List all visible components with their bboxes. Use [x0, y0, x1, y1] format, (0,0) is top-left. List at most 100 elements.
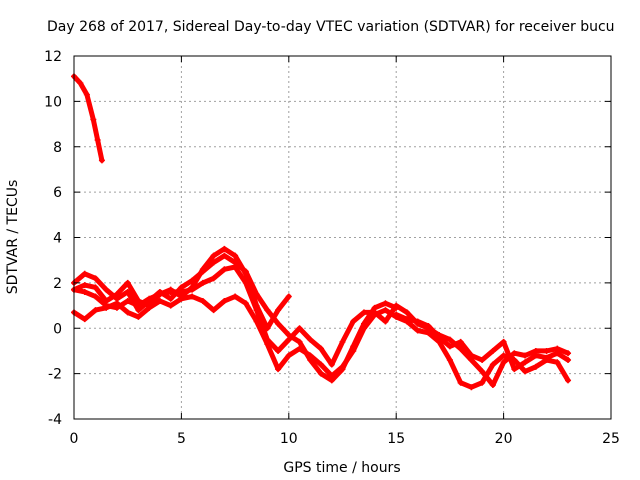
data-point — [565, 377, 572, 384]
data-point — [532, 352, 539, 359]
data-point — [124, 279, 131, 286]
data-point — [81, 270, 88, 277]
data-point — [500, 352, 507, 359]
y-tick-label: 8 — [53, 140, 62, 156]
data-point — [393, 311, 400, 318]
data-point — [81, 288, 88, 295]
data-point — [94, 136, 101, 143]
data-point — [307, 336, 314, 343]
data-point — [103, 286, 110, 293]
data-point — [113, 300, 120, 307]
data-point — [489, 381, 496, 388]
data-point — [92, 275, 99, 282]
x-tick-label: 10 — [280, 431, 298, 447]
data-point — [242, 279, 249, 286]
data-point — [414, 318, 421, 325]
data-point — [522, 359, 529, 366]
data-point — [382, 318, 389, 325]
data-point — [189, 286, 196, 293]
data-point — [565, 350, 572, 357]
data-point — [339, 338, 346, 345]
grid-layer — [74, 56, 611, 419]
data-point — [446, 343, 453, 350]
data-point — [135, 313, 142, 320]
data-point — [221, 252, 228, 259]
y-tick-label: 10 — [44, 94, 62, 110]
data-point — [479, 357, 486, 364]
data-point — [457, 345, 464, 352]
data-point — [296, 338, 303, 345]
x-tick-label: 25 — [602, 431, 620, 447]
data-point — [81, 316, 88, 323]
x-tick-label: 20 — [495, 431, 513, 447]
x-tick-label: 5 — [177, 431, 186, 447]
data-point — [146, 304, 153, 311]
data-point — [532, 363, 539, 370]
data-point — [403, 309, 410, 316]
data-point — [189, 277, 196, 284]
data-point — [285, 352, 292, 359]
data-point — [232, 293, 239, 300]
x-tick-label: 15 — [387, 431, 405, 447]
data-point — [232, 263, 239, 270]
data-point — [92, 284, 99, 291]
data-point — [457, 379, 464, 386]
data-point — [457, 338, 464, 345]
y-tick-label: 4 — [53, 231, 62, 247]
data-point — [543, 354, 550, 361]
y-tick-label: 6 — [53, 185, 62, 201]
data-point — [146, 295, 153, 302]
data-point — [92, 307, 99, 314]
data-point — [360, 325, 367, 332]
data-point — [350, 318, 357, 325]
data-point — [554, 359, 561, 366]
data-point — [242, 268, 249, 275]
y-tick-label: 12 — [44, 49, 62, 65]
y-tick-label: 0 — [53, 321, 62, 337]
data-point — [275, 366, 282, 373]
data-point — [382, 307, 389, 314]
data-point — [479, 368, 486, 375]
data-point — [210, 275, 217, 282]
data-point — [328, 372, 335, 379]
data-point — [210, 307, 217, 314]
data-point — [371, 311, 378, 318]
data-point — [103, 304, 110, 311]
data-point — [446, 336, 453, 343]
data-point — [479, 379, 486, 386]
data-point — [543, 347, 550, 354]
data-point — [98, 157, 105, 164]
data-point — [285, 293, 292, 300]
y-axis-label: SDTVAR / TECUs — [5, 180, 21, 295]
x-tick-label: 0 — [70, 431, 79, 447]
data-point — [242, 300, 249, 307]
data-point — [199, 268, 206, 275]
data-point — [253, 318, 260, 325]
data-point — [318, 345, 325, 352]
data-point — [275, 320, 282, 327]
data-point — [382, 300, 389, 307]
data-point — [468, 384, 475, 391]
data-point — [425, 322, 432, 329]
data-point — [436, 334, 443, 341]
data-point — [90, 116, 97, 123]
data-point — [318, 370, 325, 377]
data-point — [81, 282, 88, 289]
data-point — [500, 359, 507, 366]
data-point — [403, 316, 410, 323]
data-point — [489, 361, 496, 368]
data-point — [167, 302, 174, 309]
data-point — [124, 309, 131, 316]
data-point — [232, 252, 239, 259]
chart-title: Day 268 of 2017, Sidereal Day-to-day VTE… — [47, 19, 615, 35]
data-point — [124, 288, 131, 295]
tick-layer: 0 5 10 15 20 25 -4 -2 0 2 4 6 8 10 12 — [44, 49, 620, 447]
data-point — [565, 357, 572, 364]
data-point — [135, 302, 142, 309]
data-point — [199, 279, 206, 286]
y-tick-label: -2 — [48, 367, 62, 383]
data-point — [92, 293, 99, 300]
data-point — [264, 307, 271, 314]
data-point — [446, 357, 453, 364]
